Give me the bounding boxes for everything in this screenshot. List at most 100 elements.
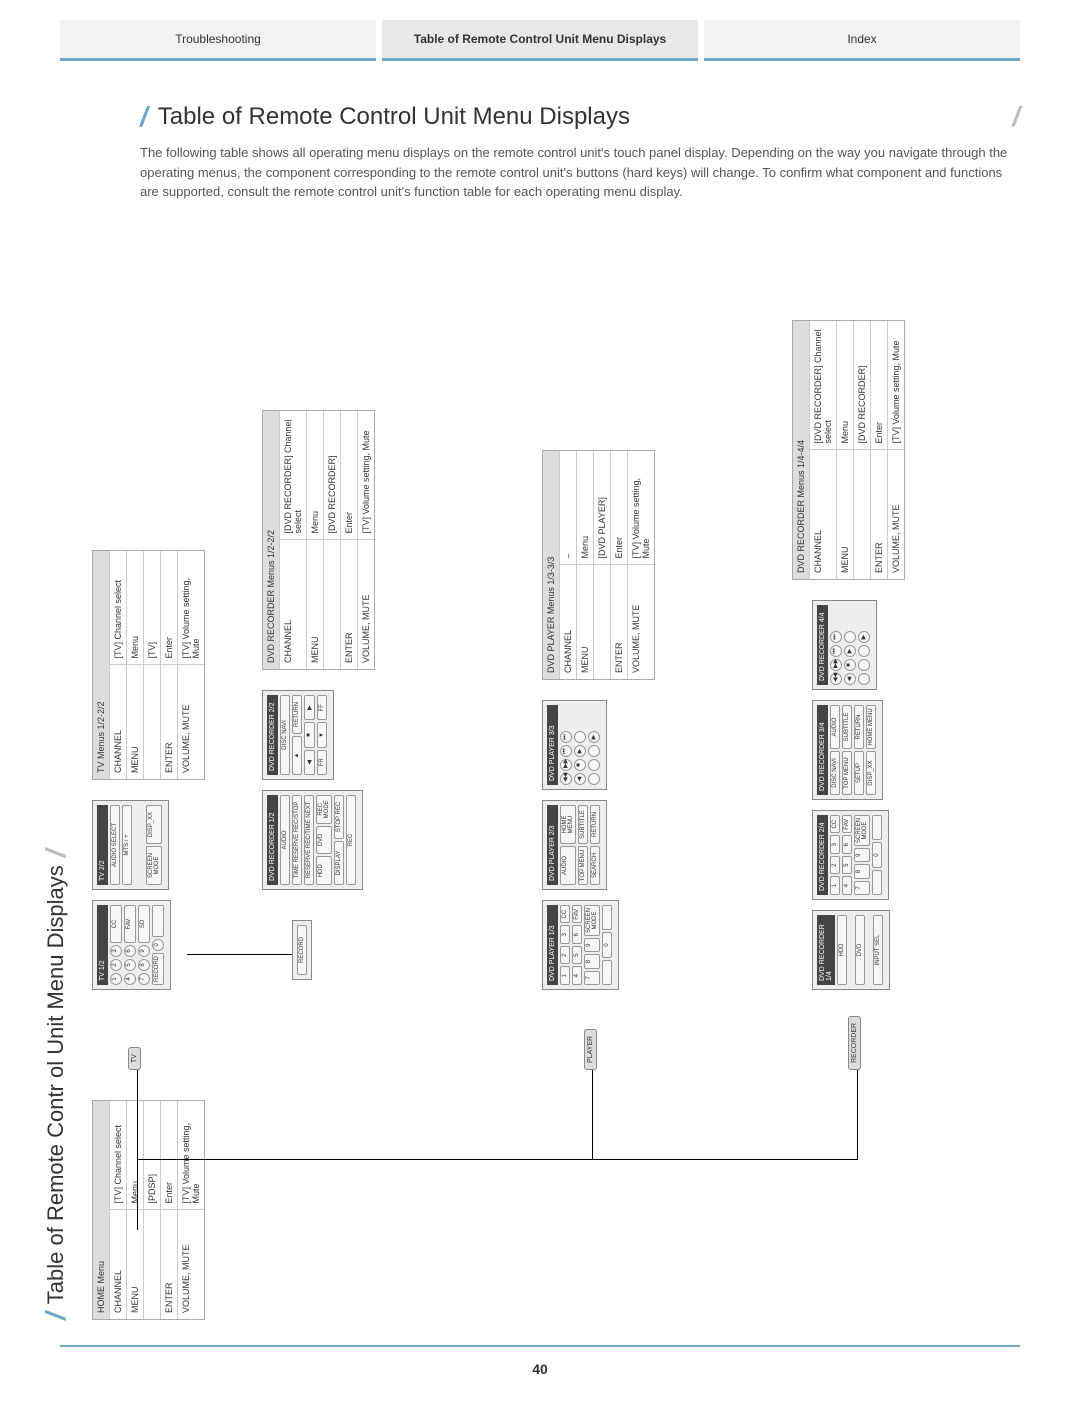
t-btn[interactable]: ◀ (844, 673, 856, 685)
rec-btn[interactable]: STOP REC (334, 795, 344, 839)
t-btn[interactable] (588, 773, 600, 785)
audio-select-btn[interactable]: AUDIO SELECT (110, 805, 120, 885)
num-btn[interactable]: 8 (584, 954, 600, 968)
nav-btn[interactable]: DISC NAVI (280, 695, 290, 775)
t-btn[interactable] (858, 673, 870, 685)
p-btn[interactable]: RETURN (590, 805, 600, 844)
nav-btn[interactable]: ▲ (292, 736, 302, 775)
t-btn[interactable]: ▶ (858, 631, 870, 643)
cc-btn[interactable]: CC (110, 905, 122, 943)
p-btn[interactable]: SUBTITLE (578, 805, 588, 844)
fav-btn[interactable]: FAV (124, 905, 136, 943)
t-btn[interactable]: ◀ (574, 773, 586, 785)
num-btn[interactable]: 7 (584, 971, 600, 985)
num-btn[interactable]: 8 (138, 959, 150, 971)
num-btn[interactable]: 6 (124, 945, 136, 957)
num-btn[interactable]: 2 (830, 856, 840, 875)
rec-btn[interactable]: RESERVE REC/TIME NEXT (304, 795, 314, 885)
num-btn[interactable]: 9 (854, 848, 870, 862)
num-btn[interactable]: 0 (602, 932, 612, 957)
num-btn[interactable]: 6 (572, 926, 582, 945)
tab-troubleshooting[interactable]: Troubleshooting (60, 20, 376, 61)
p-btn[interactable]: TOP MENU (578, 846, 588, 885)
fav-btn[interactable]: FAV (572, 905, 582, 924)
num-btn[interactable]: 3 (110, 945, 122, 957)
num-btn[interactable]: 0 (152, 939, 164, 951)
t-btn[interactable]: ◀◀ (560, 773, 572, 785)
screen-mode-btn[interactable]: SCREEN MODE (146, 846, 162, 885)
nav-btn[interactable]: FF (317, 695, 327, 720)
t-btn[interactable] (574, 731, 586, 743)
t-btn[interactable]: ◀◀ (830, 673, 842, 685)
p-btn[interactable]: SEARCH (590, 846, 600, 885)
nav-btn[interactable]: ▶ (304, 695, 315, 720)
t-btn[interactable]: ⏭ (560, 731, 572, 743)
sd-btn[interactable]: SD (138, 905, 150, 943)
rec-btn[interactable]: TIME RESERVE REC/STOP (292, 795, 302, 885)
num-btn[interactable]: 2 (560, 946, 570, 965)
r-btn[interactable]: DISC NAVI (830, 751, 840, 795)
t-btn[interactable]: ⏮ (830, 645, 842, 657)
r-btn[interactable]: SUBTITLE (842, 705, 852, 749)
num-btn[interactable]: 7 (854, 881, 870, 895)
blank-btn[interactable] (602, 960, 612, 985)
cc-btn[interactable]: CC (830, 815, 840, 834)
num-btn[interactable]: 1 (560, 967, 570, 986)
t-btn[interactable]: ▶ (844, 645, 856, 657)
t-btn[interactable] (588, 759, 600, 771)
t-btn[interactable] (858, 645, 870, 657)
num-btn[interactable]: 3 (830, 836, 840, 855)
r-btn[interactable]: RETURN (854, 705, 864, 749)
nav-btn[interactable]: ■ (304, 722, 315, 747)
rec-btn[interactable]: REC MODE (316, 795, 332, 824)
disp-btn[interactable]: DISP_XX (146, 805, 162, 844)
r-btn[interactable]: TOP MENU (842, 751, 852, 795)
t-btn[interactable] (844, 631, 856, 643)
t-btn[interactable]: ⏮ (560, 745, 572, 757)
num-btn[interactable]: 5 (572, 946, 582, 965)
r-btn[interactable]: AUDIO (830, 705, 840, 749)
rec-btn[interactable]: HDD (316, 856, 332, 885)
num-btn[interactable]: 0 (872, 842, 882, 867)
p-btn[interactable]: HOME MENU (560, 805, 576, 844)
num-btn[interactable]: 3 (560, 926, 570, 945)
nav-btn[interactable]: RETURN (292, 695, 302, 734)
t-btn[interactable]: ▶ (588, 731, 600, 743)
num-btn[interactable]: 6 (842, 836, 852, 855)
screen-btn[interactable]: SCREEN MODE (854, 815, 870, 846)
input-sel-btn[interactable]: INPUT SEL (873, 915, 883, 985)
num-btn[interactable]: 4 (842, 877, 852, 896)
r-btn[interactable]: HOME MENU (866, 705, 876, 749)
num-btn[interactable]: 1 (830, 877, 840, 896)
t-btn[interactable]: ⏭ (830, 631, 842, 643)
num-btn[interactable]: 9 (138, 945, 150, 957)
blank-btn[interactable] (152, 905, 164, 937)
nav-btn[interactable]: ▼ (317, 722, 327, 747)
hdd-btn[interactable]: HDD (837, 915, 847, 985)
nav-btn[interactable]: FR (317, 750, 327, 775)
dvd-btn[interactable]: DVD (855, 915, 865, 985)
p-btn[interactable]: AUDIO (560, 846, 576, 885)
rec-btn[interactable]: DISPLAY (334, 841, 344, 885)
rec-btn[interactable]: AUDIO (280, 795, 290, 885)
record-btn[interactable]: RECORD (152, 953, 164, 985)
fav-btn[interactable]: FAV (842, 815, 852, 834)
num-btn[interactable]: 9 (584, 938, 600, 952)
nav-btn[interactable]: ◀ (304, 750, 315, 775)
num-btn[interactable]: 5 (842, 856, 852, 875)
r-btn[interactable]: DISP_XX (866, 751, 876, 795)
t-btn[interactable]: ▶ (574, 745, 586, 757)
t-btn[interactable]: ■ (844, 659, 856, 671)
blank-btn[interactable] (872, 815, 882, 840)
num-btn[interactable]: 4 (572, 967, 582, 986)
record-label[interactable]: RECORD (297, 925, 307, 975)
tab-table-menu[interactable]: Table of Remote Control Unit Menu Displa… (382, 20, 698, 61)
num-btn[interactable]: 8 (854, 864, 870, 878)
blank-btn[interactable] (602, 905, 612, 930)
blank-btn[interactable] (872, 870, 882, 895)
t-btn[interactable]: ▶▶ (830, 659, 842, 671)
num-btn[interactable]: 5 (124, 959, 136, 971)
t-btn[interactable] (588, 745, 600, 757)
tab-index[interactable]: Index (704, 20, 1020, 61)
rec-btn[interactable]: REC (346, 795, 356, 885)
